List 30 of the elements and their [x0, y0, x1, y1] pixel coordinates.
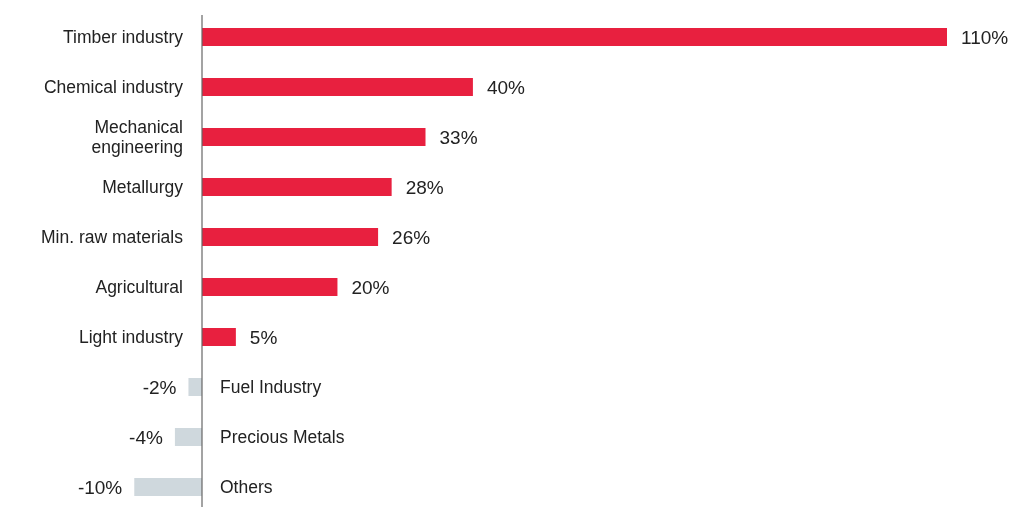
bar [202, 78, 473, 96]
y-tick-label: Agricultural [95, 277, 183, 298]
bar [188, 378, 202, 396]
data-label: 28% [405, 176, 444, 198]
bar [134, 478, 202, 496]
bar [202, 28, 947, 46]
y-tick-label: Others [220, 477, 273, 498]
data-label: -10% [77, 476, 123, 498]
bar [202, 128, 426, 146]
bar [174, 428, 202, 446]
y-tick-label: Metallurgy [102, 177, 184, 198]
bar [202, 178, 392, 196]
y-tick-label: Mechanical engineering [91, 117, 183, 158]
y-tick-label: Chemical industry [43, 77, 184, 98]
data-label: 33% [439, 126, 478, 148]
data-label: -4% [129, 426, 164, 448]
data-label: 26% [392, 226, 431, 248]
bar [202, 228, 379, 246]
data-label: -2% [142, 376, 177, 398]
bar [202, 278, 338, 296]
data-label: 5% [249, 326, 278, 348]
data-label: 40% [486, 76, 526, 98]
y-tick-label: Min. raw materials [41, 227, 184, 248]
y-tick-label: Light industry [78, 327, 184, 348]
data-label: 20% [351, 276, 390, 298]
bar [202, 328, 236, 346]
data-label: 110% [961, 26, 1009, 48]
y-tick-label: Fuel Industry [220, 377, 322, 398]
y-tick-label: Precious Metals [220, 427, 345, 448]
y-tick-label: Timber industry [63, 27, 184, 48]
